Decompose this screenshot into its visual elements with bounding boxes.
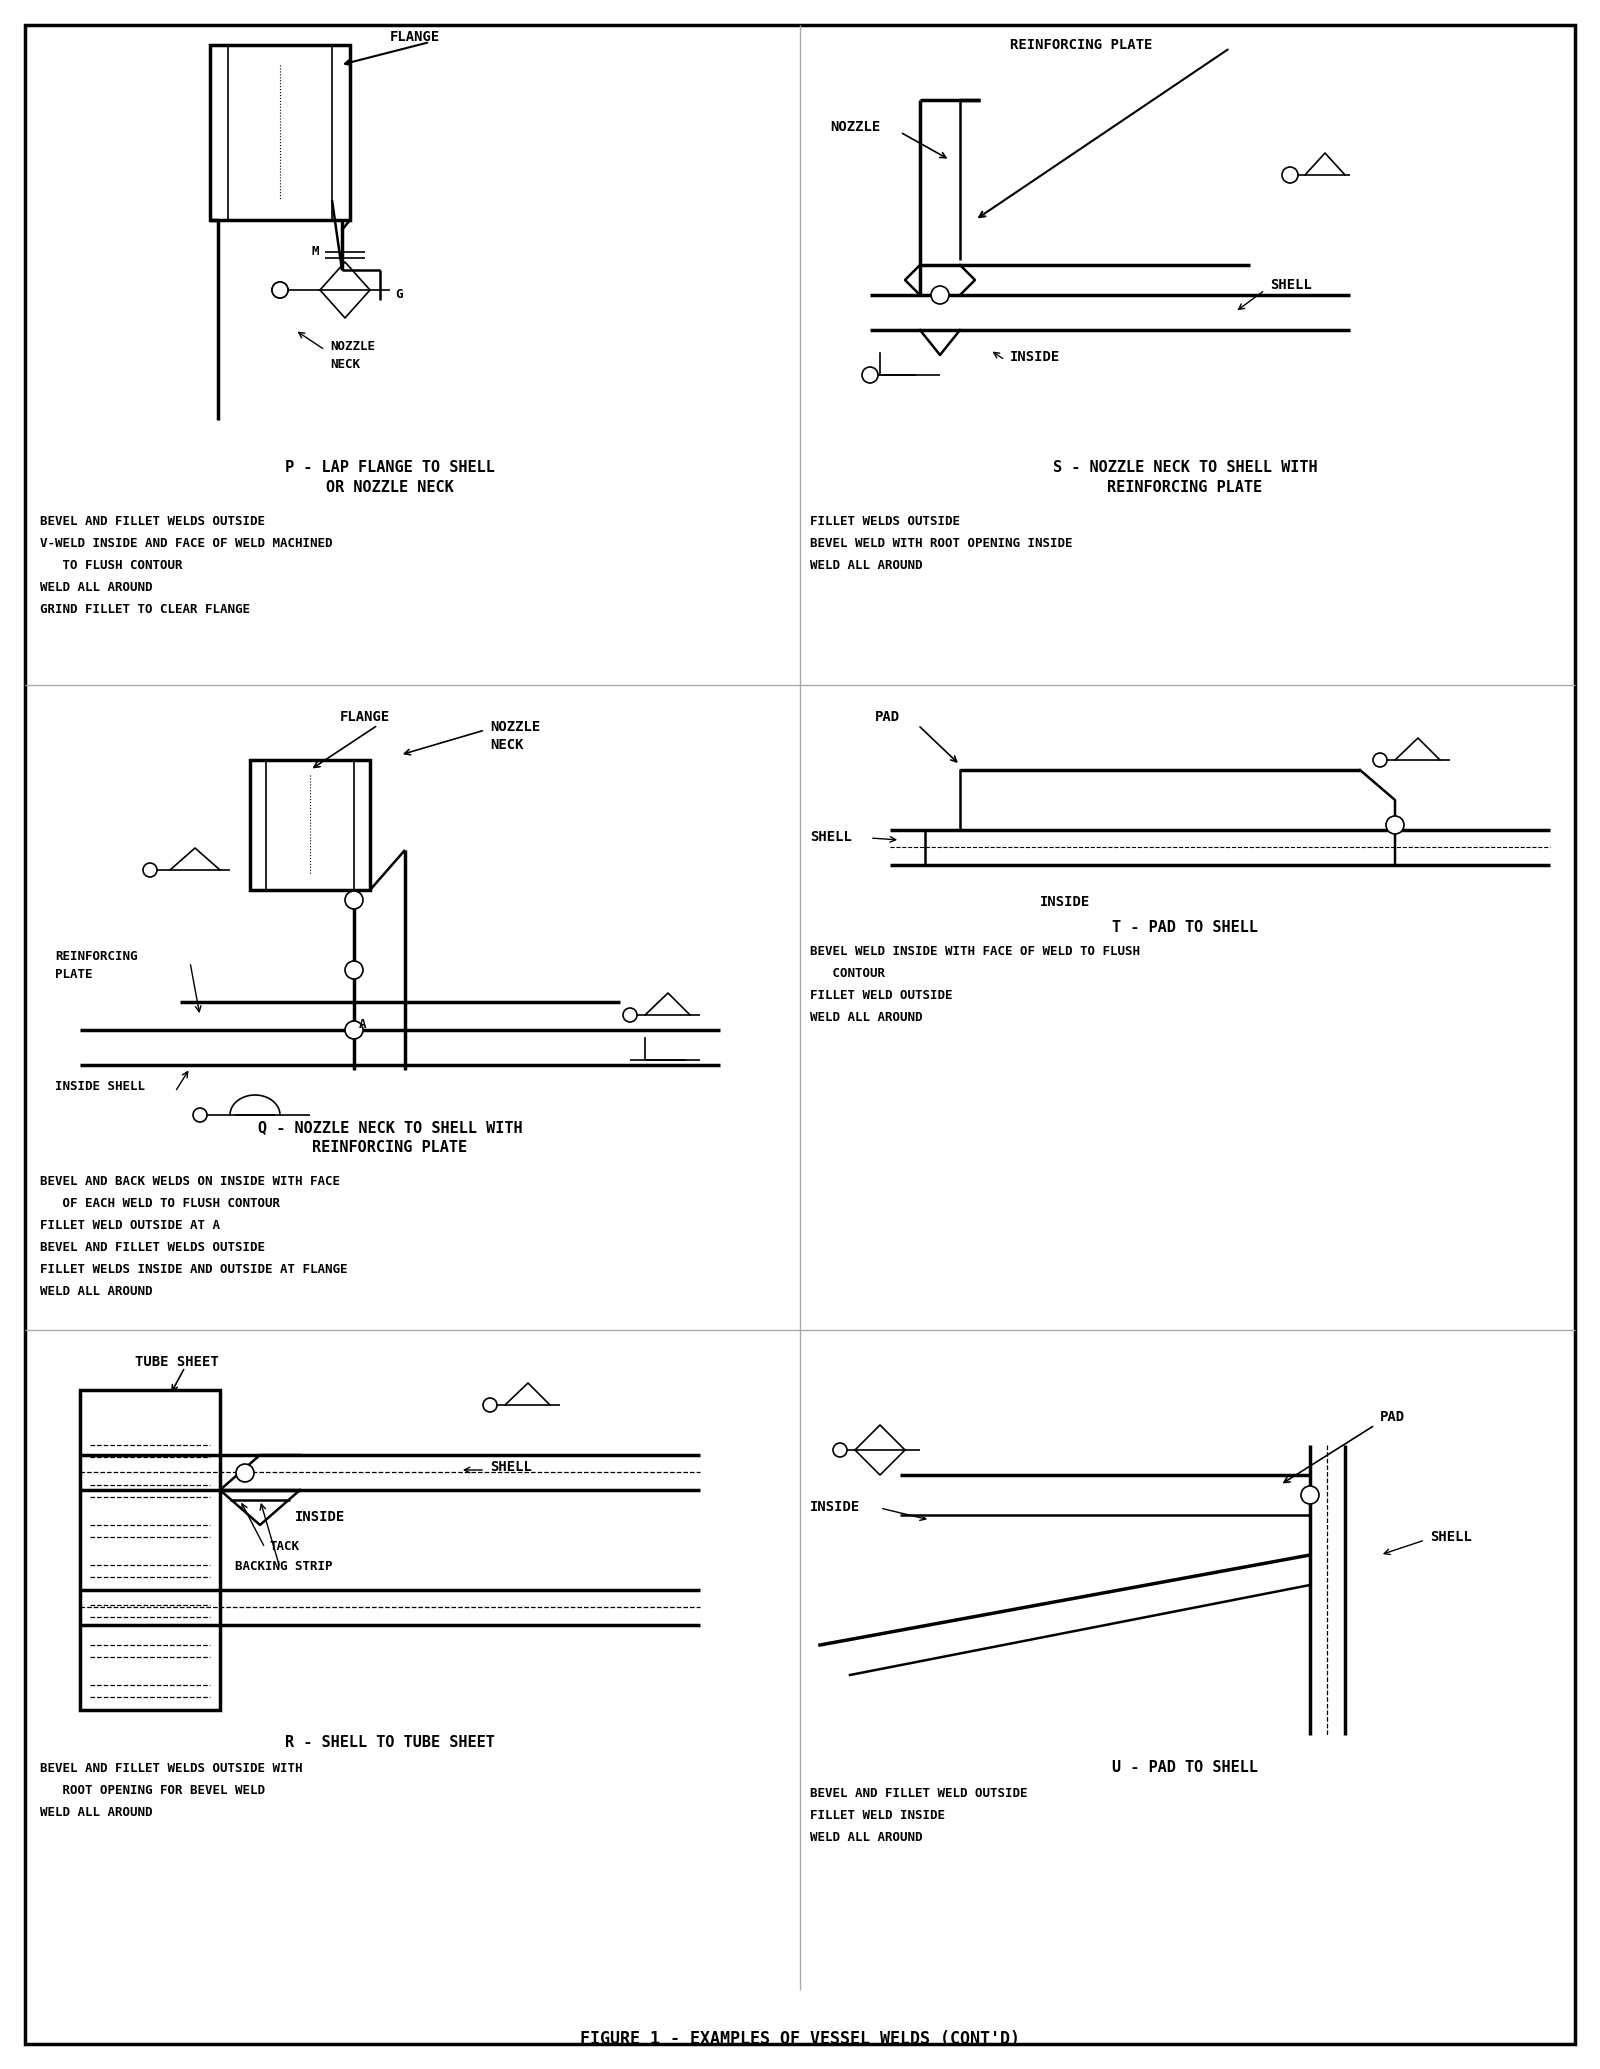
Text: INSIDE: INSIDE — [294, 1510, 346, 1525]
Text: FLANGE: FLANGE — [390, 29, 440, 43]
Text: BEVEL AND FILLET WELDS OUTSIDE: BEVEL AND FILLET WELDS OUTSIDE — [40, 515, 266, 528]
Circle shape — [622, 1008, 637, 1022]
Text: T - PAD TO SHELL: T - PAD TO SHELL — [1112, 921, 1258, 935]
Text: NOZZLE: NOZZLE — [830, 120, 880, 134]
Text: GRIND FILLET TO CLEAR FLANGE: GRIND FILLET TO CLEAR FLANGE — [40, 602, 250, 617]
Text: BEVEL WELD INSIDE WITH FACE OF WELD TO FLUSH: BEVEL WELD INSIDE WITH FACE OF WELD TO F… — [810, 946, 1139, 958]
Circle shape — [1301, 1486, 1318, 1504]
Circle shape — [237, 1465, 254, 1481]
Text: SHELL: SHELL — [1430, 1529, 1472, 1543]
Text: PLATE: PLATE — [54, 968, 93, 981]
Text: M: M — [312, 244, 318, 259]
Text: REINFORCING: REINFORCING — [54, 950, 138, 962]
Text: FILLET WELDS INSIDE AND OUTSIDE AT FLANGE: FILLET WELDS INSIDE AND OUTSIDE AT FLANG… — [40, 1262, 347, 1277]
Circle shape — [1386, 815, 1405, 834]
Circle shape — [142, 863, 157, 877]
Circle shape — [272, 281, 288, 298]
Text: BEVEL WELD WITH ROOT OPENING INSIDE: BEVEL WELD WITH ROOT OPENING INSIDE — [810, 538, 1072, 550]
Text: REINFORCING PLATE: REINFORCING PLATE — [1107, 480, 1262, 494]
Text: NOZZLE: NOZZLE — [330, 339, 374, 354]
Circle shape — [931, 286, 949, 304]
Bar — [80, 1390, 221, 1709]
Text: INSIDE SHELL: INSIDE SHELL — [54, 1080, 146, 1092]
Text: CONTOUR: CONTOUR — [810, 966, 885, 981]
Text: WELD ALL AROUND: WELD ALL AROUND — [810, 1831, 923, 1843]
Circle shape — [346, 892, 363, 908]
Text: FLANGE: FLANGE — [339, 710, 390, 724]
Text: G: G — [395, 288, 403, 302]
Text: WELD ALL AROUND: WELD ALL AROUND — [40, 581, 152, 594]
Text: OR NOZZLE NECK: OR NOZZLE NECK — [326, 480, 454, 494]
Text: REINFORCING PLATE: REINFORCING PLATE — [1010, 37, 1152, 52]
Circle shape — [194, 1109, 206, 1121]
Text: FILLET WELD OUTSIDE AT A: FILLET WELD OUTSIDE AT A — [40, 1219, 221, 1231]
Text: A: A — [358, 1018, 366, 1032]
Text: V-WELD INSIDE AND FACE OF WELD MACHINED: V-WELD INSIDE AND FACE OF WELD MACHINED — [40, 538, 333, 550]
Circle shape — [346, 1020, 363, 1039]
Text: TO FLUSH CONTOUR: TO FLUSH CONTOUR — [40, 559, 182, 571]
Text: P - LAP FLANGE TO SHELL: P - LAP FLANGE TO SHELL — [285, 459, 494, 476]
Text: PAD: PAD — [875, 710, 901, 724]
Text: PAD: PAD — [1379, 1409, 1405, 1423]
Text: WELD ALL AROUND: WELD ALL AROUND — [810, 559, 923, 571]
Text: FILLET WELD INSIDE: FILLET WELD INSIDE — [810, 1808, 946, 1823]
Text: WELD ALL AROUND: WELD ALL AROUND — [810, 1012, 923, 1024]
Text: BEVEL AND BACK WELDS ON INSIDE WITH FACE: BEVEL AND BACK WELDS ON INSIDE WITH FACE — [40, 1175, 339, 1188]
Text: BEVEL AND FILLET WELDS OUTSIDE: BEVEL AND FILLET WELDS OUTSIDE — [40, 1241, 266, 1254]
Text: NECK: NECK — [490, 739, 523, 751]
Text: REINFORCING PLATE: REINFORCING PLATE — [312, 1140, 467, 1155]
Text: FILLET WELD OUTSIDE: FILLET WELD OUTSIDE — [810, 989, 952, 1001]
Text: NOZZLE: NOZZLE — [490, 720, 541, 734]
Text: NECK: NECK — [330, 358, 360, 370]
Text: BACKING STRIP: BACKING STRIP — [235, 1560, 333, 1572]
Text: OF EACH WELD TO FLUSH CONTOUR: OF EACH WELD TO FLUSH CONTOUR — [40, 1198, 280, 1210]
Circle shape — [346, 960, 363, 979]
Text: WELD ALL AROUND: WELD ALL AROUND — [40, 1285, 152, 1297]
Circle shape — [483, 1399, 498, 1411]
Text: INSIDE: INSIDE — [1040, 896, 1090, 908]
Text: INSIDE: INSIDE — [1010, 350, 1061, 364]
Circle shape — [862, 366, 878, 383]
Circle shape — [1373, 753, 1387, 768]
Text: WELD ALL AROUND: WELD ALL AROUND — [40, 1806, 152, 1819]
Text: Q - NOZZLE NECK TO SHELL WITH: Q - NOZZLE NECK TO SHELL WITH — [258, 1119, 522, 1136]
Circle shape — [834, 1442, 846, 1457]
Text: INSIDE: INSIDE — [810, 1500, 861, 1515]
Text: R - SHELL TO TUBE SHEET: R - SHELL TO TUBE SHEET — [285, 1736, 494, 1750]
Bar — [210, 46, 350, 219]
Text: TACK: TACK — [270, 1539, 301, 1554]
Text: FIGURE 1 - EXAMPLES OF VESSEL WELDS (CONT'D): FIGURE 1 - EXAMPLES OF VESSEL WELDS (CON… — [579, 2030, 1021, 2048]
Circle shape — [272, 281, 288, 298]
Text: SHELL: SHELL — [1270, 277, 1312, 292]
Text: BEVEL AND FILLET WELDS OUTSIDE WITH: BEVEL AND FILLET WELDS OUTSIDE WITH — [40, 1763, 302, 1775]
Text: BEVEL AND FILLET WELD OUTSIDE: BEVEL AND FILLET WELD OUTSIDE — [810, 1788, 1027, 1800]
Text: TUBE SHEET: TUBE SHEET — [134, 1355, 219, 1370]
Bar — [250, 759, 370, 890]
Text: FILLET WELDS OUTSIDE: FILLET WELDS OUTSIDE — [810, 515, 960, 528]
Text: S - NOZZLE NECK TO SHELL WITH: S - NOZZLE NECK TO SHELL WITH — [1053, 459, 1317, 476]
Circle shape — [1282, 168, 1298, 182]
Text: SHELL: SHELL — [810, 830, 851, 844]
Text: ROOT OPENING FOR BEVEL WELD: ROOT OPENING FOR BEVEL WELD — [40, 1783, 266, 1798]
Text: U - PAD TO SHELL: U - PAD TO SHELL — [1112, 1761, 1258, 1775]
Text: SHELL: SHELL — [490, 1461, 531, 1473]
